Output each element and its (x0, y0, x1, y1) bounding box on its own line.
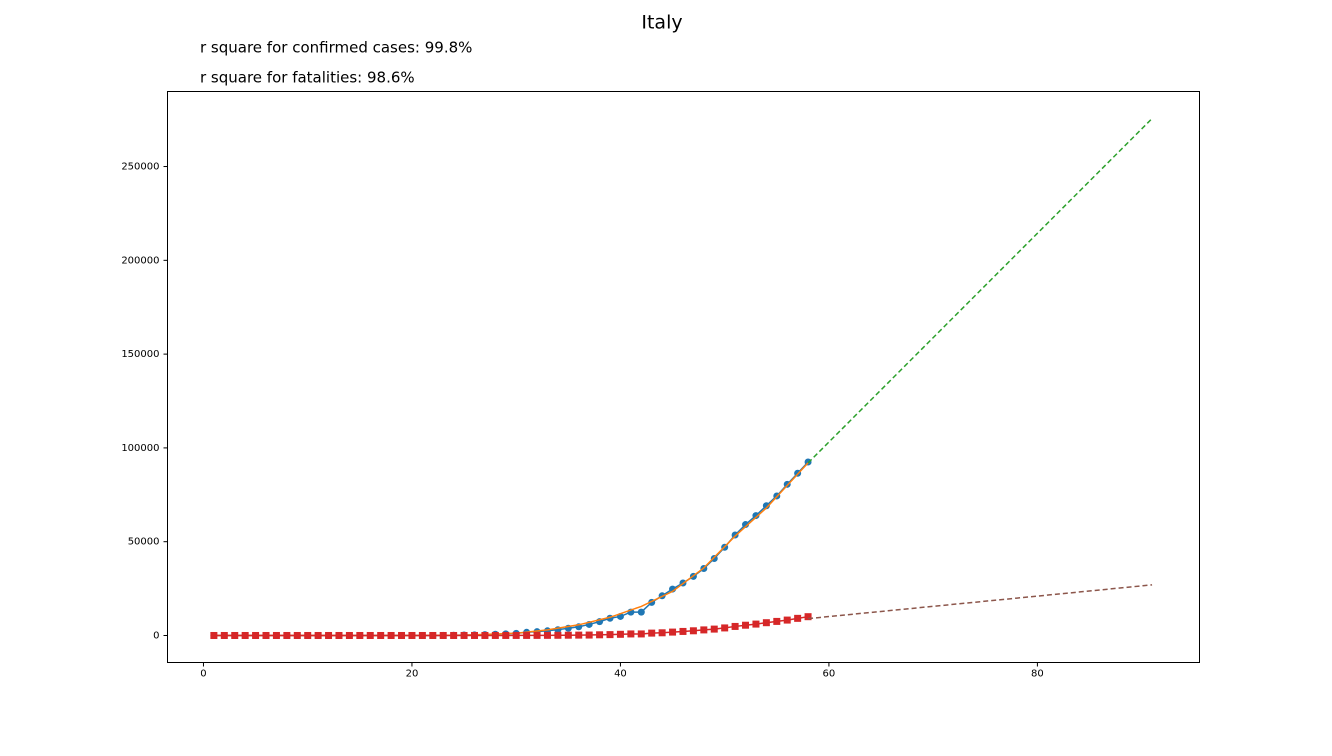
point (523, 631, 531, 639)
x-tick-label: 20 (406, 669, 419, 680)
point (710, 625, 718, 633)
y-tick-label: 150000 (121, 349, 159, 360)
point (637, 608, 645, 616)
point (762, 502, 770, 510)
point (450, 631, 458, 639)
point (387, 631, 395, 639)
point (481, 631, 489, 639)
point (721, 624, 729, 632)
y-tick-label: 100000 (121, 443, 159, 454)
point (752, 512, 760, 520)
point (408, 631, 416, 639)
point (596, 631, 604, 639)
point (669, 628, 677, 636)
point (533, 631, 541, 639)
point (710, 555, 718, 563)
point (377, 631, 385, 639)
point (460, 631, 468, 639)
point (439, 631, 447, 639)
point (742, 521, 750, 529)
point (241, 631, 249, 639)
point (606, 631, 614, 639)
annotation: r square for confirmed cases: 99.8% (200, 39, 472, 57)
point (325, 631, 333, 639)
point (293, 631, 301, 639)
point (804, 613, 812, 621)
point (335, 631, 343, 639)
point (564, 631, 572, 639)
point (731, 531, 739, 539)
point (794, 614, 802, 622)
point (252, 631, 260, 639)
point (554, 631, 562, 639)
point (429, 631, 437, 639)
point (648, 629, 656, 637)
point (512, 631, 520, 639)
point (345, 631, 353, 639)
y-tick-label: 50000 (128, 537, 160, 548)
point (314, 631, 322, 639)
y-tick-label: 250000 (121, 162, 159, 173)
point (491, 631, 499, 639)
series-line (807, 584, 1153, 620)
point (262, 631, 270, 639)
y-tick-label: 0 (153, 630, 159, 641)
point (366, 631, 374, 639)
annotation: r square for fatalities: 98.6% (200, 69, 415, 87)
y-tick-label: 200000 (121, 255, 159, 266)
point (689, 627, 697, 635)
point (679, 627, 687, 635)
point (627, 630, 635, 638)
plot-frame (167, 91, 1200, 663)
point (304, 631, 312, 639)
point (773, 617, 781, 625)
point (272, 631, 280, 639)
x-tick-label: 60 (823, 669, 836, 680)
point (700, 626, 708, 634)
x-tick-label: 40 (614, 669, 627, 680)
point (742, 621, 750, 629)
point (398, 631, 406, 639)
point (752, 620, 760, 628)
point (762, 619, 770, 627)
point (502, 631, 510, 639)
x-tick-label: 80 (1031, 669, 1044, 680)
series-line (213, 615, 809, 637)
series-line (807, 117, 1153, 464)
point (585, 631, 593, 639)
x-tick-label: 0 (200, 669, 206, 680)
point (470, 631, 478, 639)
point (783, 616, 791, 624)
point (231, 631, 239, 639)
point (543, 631, 551, 639)
point (356, 631, 364, 639)
point (575, 631, 583, 639)
point (283, 631, 291, 639)
point (418, 631, 426, 639)
point (616, 630, 624, 638)
point (637, 630, 645, 638)
point (731, 622, 739, 630)
point (210, 631, 218, 639)
point (220, 631, 228, 639)
point (658, 629, 666, 637)
chart-title: Italy (641, 12, 682, 34)
